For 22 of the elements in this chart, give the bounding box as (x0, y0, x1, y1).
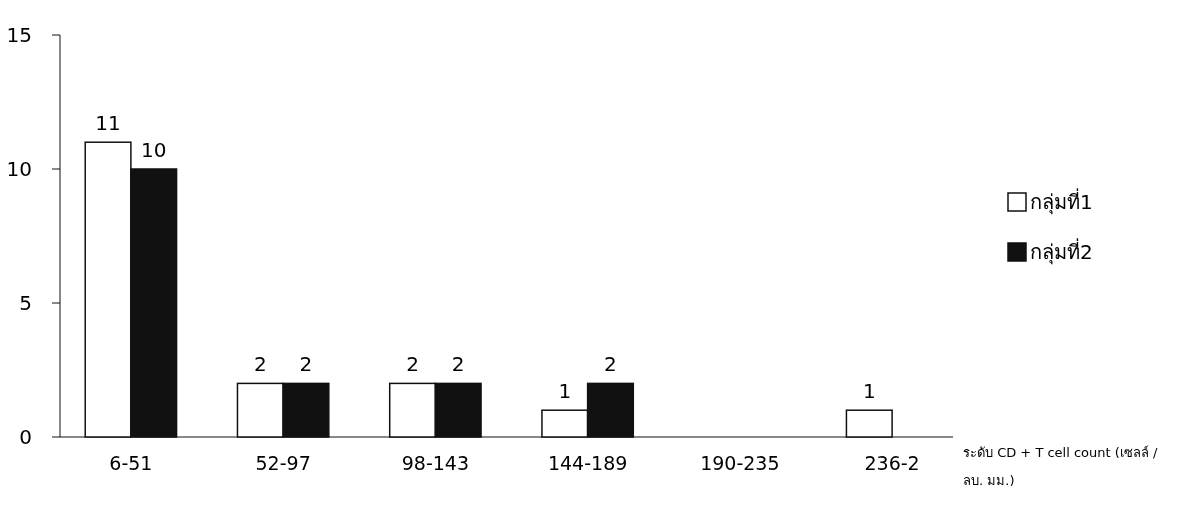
x-axis-title: ระดับ CD + T cell count (เซลล์ / ลบ. มม.) (963, 445, 1158, 488)
x-tick-label: 6-51 (109, 452, 153, 474)
data-label: 2 (253, 352, 267, 377)
data-label: 2 (299, 352, 313, 377)
legend-label: กลุ่มที่1 (1030, 188, 1093, 215)
legend-label: กลุ่มที่2 (1030, 238, 1093, 265)
y-tick-label: 15 (6, 23, 32, 47)
x-tick-label: 190-235 (700, 452, 780, 474)
x-tick-label: 52-97 (255, 452, 311, 474)
data-label: 10 (141, 138, 167, 162)
y-tick-label: 10 (6, 157, 32, 181)
data-label: 1 (558, 379, 572, 404)
x-tick-label: 236-2 (864, 452, 920, 474)
data-label: 2 (406, 352, 419, 377)
data-label: 2 (604, 352, 617, 377)
y-tick-label: 5 (19, 291, 32, 315)
data-label: 1 (862, 379, 876, 404)
y-tick-label: 0 (19, 425, 32, 449)
data-label: 2 (451, 352, 465, 377)
x-tick-label: 144-189 (547, 452, 628, 474)
x-tick-label: 98-143 (401, 452, 470, 474)
data-label: 11 (95, 111, 121, 136)
